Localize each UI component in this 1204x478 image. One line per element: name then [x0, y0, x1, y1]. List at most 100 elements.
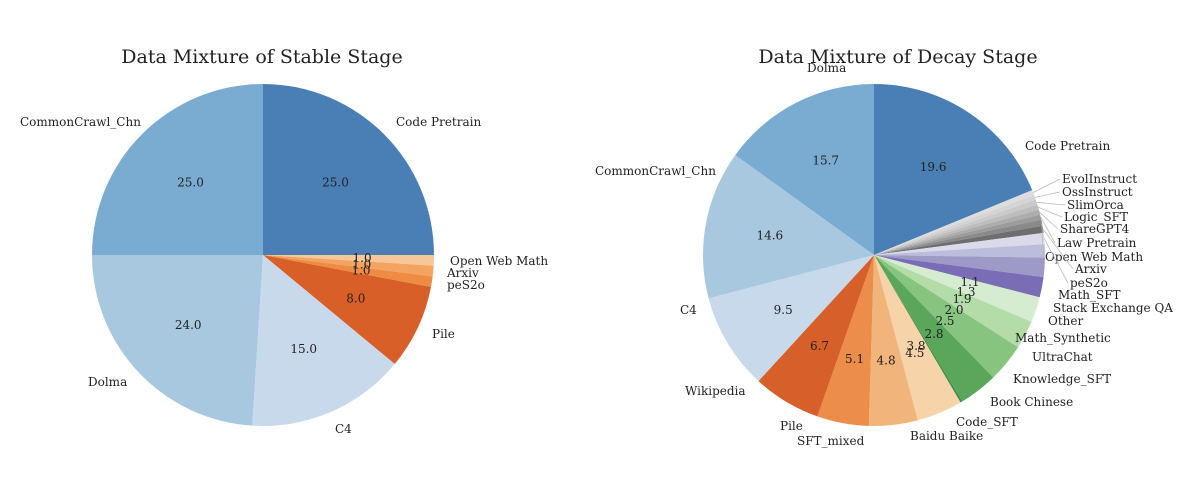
decay-slice-arxiv [874, 225, 1044, 255]
decay-pct-label-dolma: 15.7 [812, 154, 839, 168]
decay-pct-label-sft-mixed: 4.8 [877, 353, 896, 367]
decay-category-label-logic-sft: Logic_SFT [1064, 210, 1128, 224]
decay-category-label-pes2o: peS2o [1070, 276, 1108, 290]
decay-leader-line-logic-sft [1038, 206, 1063, 218]
stable-pct-label-pes2o: 1.0 [351, 264, 370, 278]
decay-slice-book-chinese [874, 255, 994, 402]
decay-slice-baidu-baike [874, 255, 961, 421]
decay-slice-pes2o [874, 232, 1045, 255]
decay-leader-line-open-web-math [1041, 222, 1044, 258]
stable-pct-label-c4: 15.0 [290, 342, 317, 356]
decay-pct-label-pile: 5.1 [845, 352, 864, 366]
stable-slice-arxiv [263, 255, 434, 277]
stable-stage-chart-title: Data Mixture of Stable Stage [121, 46, 402, 68]
decay-stage-labels: 19.6 Code Pretrain EvolInstructOssInstruct… [595, 61, 1173, 448]
stable-slice-pes2o [263, 255, 433, 288]
decay-slice-sharegpt4 [874, 209, 1041, 255]
decay-category-label-dolma: Dolma [807, 61, 846, 75]
decay-slice-code-sft [874, 255, 963, 403]
decay-stage-pie-chart: Data Mixture of Decay Stage 19.6 Code Pre… [595, 46, 1173, 448]
decay-category-label-wikipedia: Wikipedia [685, 384, 746, 398]
decay-slice-math-sft [874, 244, 1045, 258]
stable-category-label-pes2o: peS2o [447, 278, 485, 292]
decay-category-label-evolinstruct: EvolInstruct [1062, 172, 1137, 186]
stable-pct-label-dolma: 24.0 [175, 318, 202, 332]
decay-stage-slices [702, 84, 1045, 426]
decay-category-label-ultrachat: UltraChat [1032, 350, 1093, 364]
decay-category-label-arxiv: Arxiv [1074, 262, 1107, 276]
stable-stage-labels: 25.0 Code Pretrain 1.0 Open Web Math 1.0 Arxi… [20, 115, 548, 436]
decay-pct-label-ultrachat: 2.8 [924, 327, 943, 341]
stable-slice-pile [263, 255, 431, 364]
decay-slice-ultrachat [874, 255, 1032, 348]
stable-slice-dolma [92, 255, 263, 426]
decay-leader-line-arxiv [1042, 229, 1074, 270]
decay-slice-dolma [735, 84, 874, 255]
stable-pct-label-code-pretrain: 25.0 [322, 176, 349, 190]
stable-category-label-dolma: Dolma [88, 375, 127, 389]
stable-category-label-commoncrawl-chn: CommonCrawl_Chn [20, 115, 141, 129]
decay-category-label-math-sft: Math_SFT [1058, 288, 1121, 302]
decay-category-label-sharegpt4: ShareGPT4 [1060, 222, 1130, 236]
decay-category-label-pile: Pile [780, 419, 803, 433]
stable-slice-commoncrawl-chn [92, 84, 263, 255]
decay-category-label-sft-mixed: SFT_mixed [797, 434, 865, 448]
decay-leader-line-evolinstruct [1033, 178, 1061, 193]
stable-slice-open-web-math [263, 255, 434, 266]
stable-slice-code-pretrain [263, 84, 434, 255]
decay-slice-pile [817, 255, 874, 426]
decay-category-label-c4: C4 [680, 303, 697, 317]
stable-stage-pie-chart: Data Mixture of Stable Stage 25.0 Code Pr… [20, 46, 548, 436]
decay-leader-line-law-pretrain [1040, 217, 1056, 244]
decay-leader-line-pes2o [1043, 238, 1069, 284]
decay-pct-label-math-synthetic: 2.5 [935, 314, 954, 328]
decay-category-label-code-sft: Code_SFT [956, 415, 1018, 429]
decay-pct-label-pes2o: 1.1 [960, 275, 979, 289]
decay-slice-ossinstruct [874, 194, 1036, 255]
stable-category-label-arxiv: Arxiv [446, 266, 479, 280]
decay-leader-line-ossinstruct [1034, 191, 1061, 198]
decay-slice-evolinstruct [874, 190, 1035, 255]
stable-pct-label-commoncrawl-chn: 25.0 [177, 176, 204, 190]
stable-category-label-open-web-math: Open Web Math [450, 254, 548, 268]
decay-slice-sft-mixed [868, 255, 918, 426]
decay-pct-label-code-pretrain: 19.6 [920, 160, 947, 174]
decay-pct-label-wikipedia: 6.7 [810, 339, 829, 353]
decay-pct-label-stack-exchange-qa: 1.9 [952, 292, 971, 306]
decay-slice-other [874, 255, 1044, 298]
decay-slice-commoncrawl-chn [702, 155, 874, 299]
decay-leader-line-slimorca [1036, 201, 1066, 206]
decay-slice-code-pretrain [874, 84, 1033, 255]
decay-slice-wikipedia [758, 255, 874, 417]
decay-category-label-math-synthetic: Math_Synthetic [1015, 331, 1111, 345]
decay-pct-label-c4: 9.5 [774, 303, 793, 317]
decay-category-label-commoncrawl-chn: CommonCrawl_Chn [595, 164, 716, 178]
decay-category-label-knowledge-sft: Knowledge_SFT [1013, 372, 1111, 386]
decay-slice-law-pretrain [874, 214, 1042, 255]
decay-pct-label-other: 2.0 [944, 303, 963, 317]
decay-pct-label-knowledge-sft: 3.8 [906, 339, 925, 353]
stable-category-label-c4: C4 [335, 422, 352, 436]
stable-slice-c4 [252, 255, 395, 426]
decay-slice-logic-sft [874, 204, 1039, 255]
decay-category-label-law-pretrain: Law Pretrain [1057, 236, 1137, 250]
decay-category-label-stack-exchange-qa: Stack Exchange QA [1053, 301, 1173, 315]
decay-slice-open-web-math [874, 219, 1043, 255]
decay-category-label-other: Other [1048, 314, 1083, 328]
decay-pct-label-baidu-baike: 4.5 [905, 346, 924, 360]
stable-pct-label-pile: 8.0 [346, 292, 365, 306]
decay-slice-math-synthetic [874, 255, 1040, 322]
decay-category-label-ossinstruct: OssInstruct [1062, 185, 1133, 199]
decay-slice-slimorca [874, 199, 1038, 255]
stable-category-label-code-pretrain: Code Pretrain [396, 115, 481, 129]
decay-category-label-baidu-baike: Baidu Baike [910, 429, 983, 443]
decay-category-label-slimorca: SlimOrca [1067, 198, 1124, 212]
decay-category-label-book-chinese: Book Chinese [990, 395, 1073, 409]
stable-pct-label-arxiv: 1.0 [352, 257, 371, 271]
decay-slice-c4 [708, 255, 874, 382]
decay-leader-line-sharegpt4 [1039, 211, 1059, 230]
stable-category-label-pile: Pile [432, 327, 455, 341]
decay-pct-label-math-sft: 1.3 [956, 285, 975, 299]
decay-slice-knowledge-sft [874, 255, 1018, 378]
